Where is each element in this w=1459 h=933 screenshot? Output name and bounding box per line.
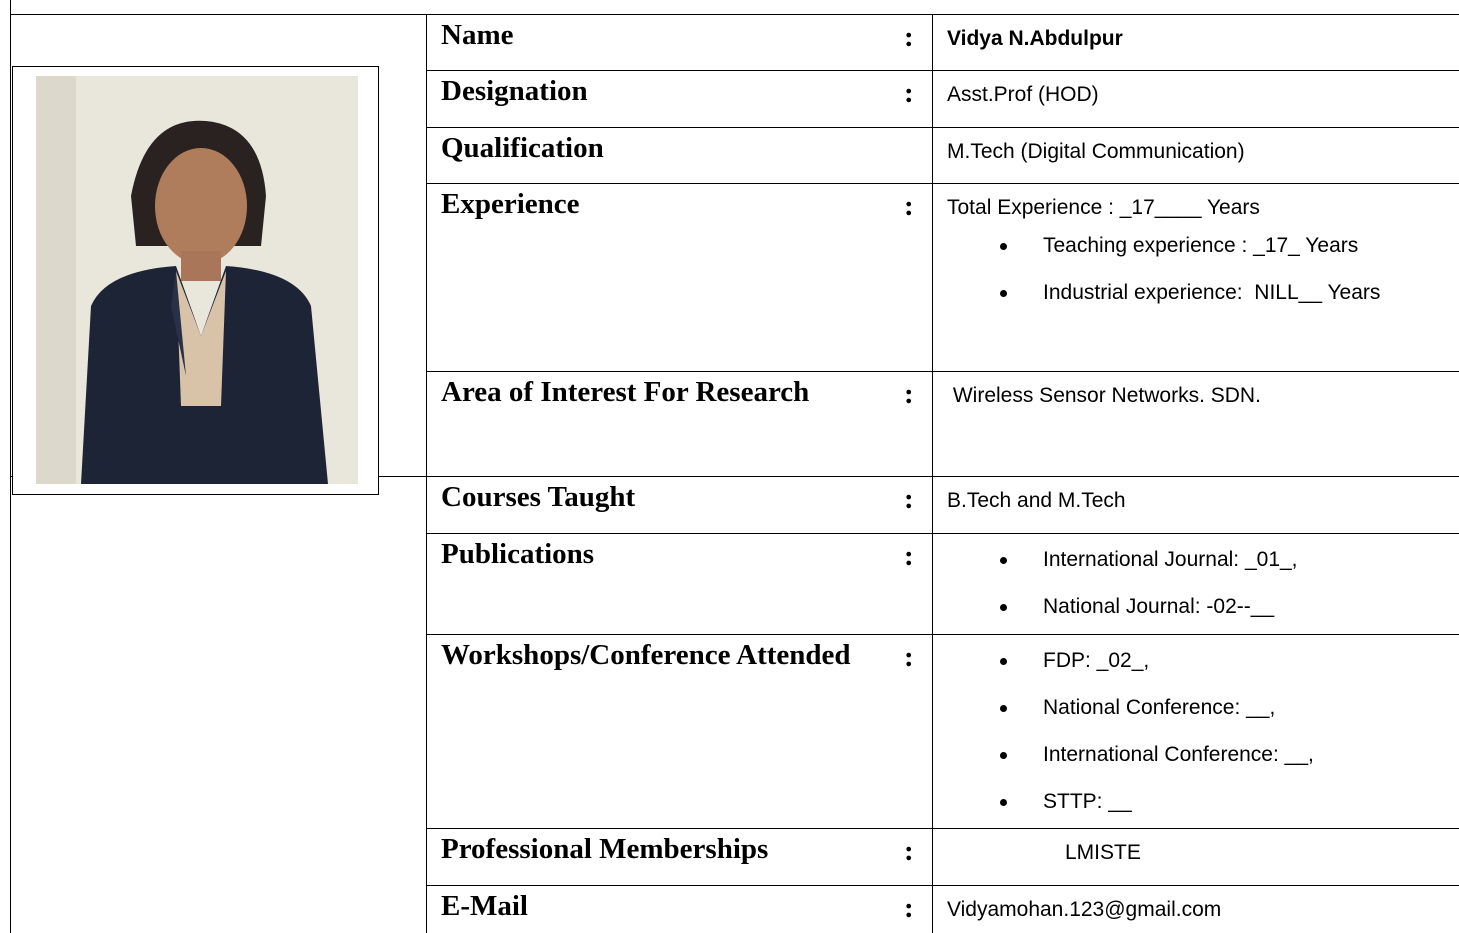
separator: : [904,892,914,924]
column-line [426,14,427,933]
row-label: Workshops/Conference Attended [441,639,851,671]
row-label: E-Mail [441,890,528,922]
row-line [426,70,1459,71]
row-value: Vidyamohan.123@gmail.com [947,898,1222,921]
list-item: International Journal: _01_, [932,536,1459,583]
list-item: Teaching experience : _17_ Years [932,222,1459,269]
separator: : [904,77,914,109]
separator: : [904,483,914,515]
row-label: Area of Interest For Research [441,376,810,408]
list-item: National Conference: __, [932,684,1459,731]
row-label: Experience [441,188,580,220]
row-line [426,127,1459,128]
list-item: FDP: _02_, [932,637,1459,684]
separator: : [904,835,914,867]
list-item: Industrial experience: NILL__ Years [932,269,1459,316]
row-label: Name [441,19,514,51]
row-line [426,371,1459,372]
row-value: Vidya N.Abdulpur [947,27,1123,50]
separator: : [904,378,914,410]
separator: : [904,190,914,222]
row-line [426,885,1459,886]
row-value: Asst.Prof (HOD) [947,83,1099,106]
separator: : [904,21,914,53]
photo-frame [12,66,379,495]
row-value: B.Tech and M.Tech [947,489,1126,512]
separator: : [904,641,914,673]
row-line [426,476,1459,477]
left-border [10,0,11,933]
row-label: Courses Taught [441,481,636,513]
row-label: Designation [441,75,588,107]
row-line [426,183,1459,184]
item-list: International Journal: _01_, National Jou… [932,536,1459,630]
list-item: International Conference: __, [932,731,1459,778]
photo [36,76,358,484]
row-value: Total Experience : _17____ Years [947,196,1260,219]
row-value: LMISTE [1065,841,1141,864]
list-item: National Journal: -02--__ [932,583,1459,630]
row-label: Publications [441,538,595,570]
row-label: Professional Memberships [441,833,769,865]
list-item: STTP: __ [932,778,1459,825]
row-line [426,828,1459,829]
separator: : [904,540,914,572]
row-value: M.Tech (Digital Communication) [947,140,1245,163]
item-list: FDP: _02_, National Conference: __, Intern… [932,637,1459,825]
row-value: Wireless Sensor Networks. SDN. [947,384,1261,407]
item-list: Teaching experience : _17_ Years Industri… [932,222,1459,316]
row-line [426,634,1459,635]
top-border [10,14,1459,15]
column-line [932,14,933,933]
row-label: Qualification [441,132,604,164]
row-line [426,533,1459,534]
